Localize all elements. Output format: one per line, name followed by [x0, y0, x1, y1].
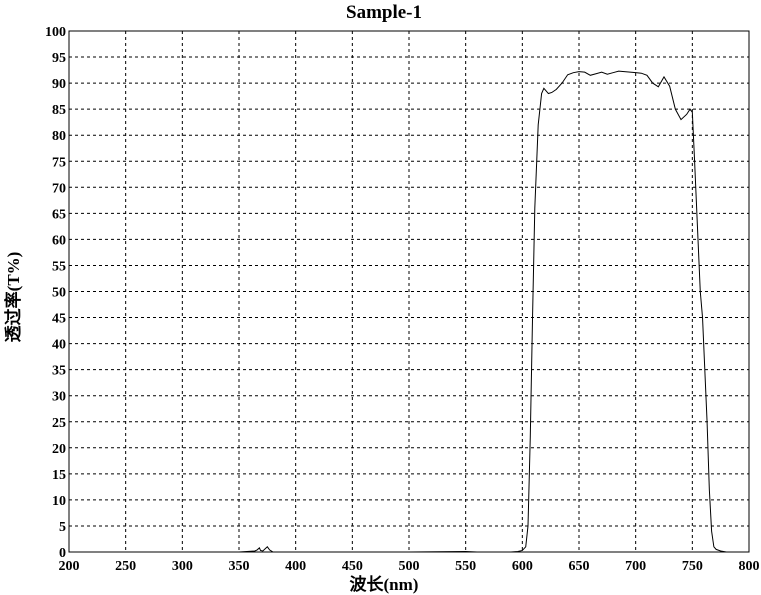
y-tick-label: 20	[52, 442, 66, 457]
x-tick-label: 800	[739, 559, 760, 574]
y-tick-label: 10	[52, 494, 66, 509]
grid-lines	[69, 31, 749, 552]
y-tick-label: 85	[52, 103, 66, 118]
x-tick-label: 550	[455, 559, 476, 574]
x-tick-label: 300	[172, 559, 193, 574]
x-tick-label: 500	[399, 559, 420, 574]
x-tick-label: 350	[229, 559, 250, 574]
y-tick-label: 95	[52, 51, 66, 66]
y-tick-label: 40	[52, 338, 66, 353]
y-tick-label: 80	[52, 129, 66, 144]
x-tick-labels: 200 250 300 350 400 450 500 550 600 650 700 750 800	[59, 559, 760, 574]
y-tick-label: 35	[52, 364, 66, 379]
x-tick-label: 250	[115, 559, 136, 574]
y-tick-label: 55	[52, 259, 66, 274]
y-axis-label: 透过率(T%)	[3, 252, 23, 343]
y-tick-label: 70	[52, 181, 66, 196]
y-tick-label: 90	[52, 77, 66, 92]
chart-title: Sample-1	[346, 2, 422, 23]
x-tick-label: 750	[682, 559, 703, 574]
x-tick-label: 700	[625, 559, 646, 574]
x-axis-label: 波长(nm)	[350, 574, 419, 594]
y-tick-label: 15	[52, 468, 66, 483]
y-tick-label: 65	[52, 207, 66, 222]
y-tick-label: 60	[52, 233, 66, 248]
y-tick-label: 25	[52, 416, 66, 431]
y-tick-label: 45	[52, 312, 66, 327]
y-tick-label: 0	[59, 546, 66, 561]
y-tick-labels: 0 5 10 15 20 25 30 35 40 45 50 55 60 65 70 75 80 85 90 95 10…	[45, 25, 66, 561]
y-tick-label: 30	[52, 390, 66, 405]
y-tick-label: 50	[52, 286, 66, 301]
x-tick-label: 600	[512, 559, 533, 574]
y-tick-label: 100	[45, 25, 66, 40]
x-tick-label: 200	[59, 559, 80, 574]
x-tick-label: 450	[342, 559, 363, 574]
x-tick-label: 400	[285, 559, 306, 574]
transmittance-line	[69, 70, 738, 553]
y-tick-label: 5	[59, 520, 66, 535]
y-tick-label: 75	[52, 155, 66, 170]
x-tick-label: 650	[569, 559, 590, 574]
